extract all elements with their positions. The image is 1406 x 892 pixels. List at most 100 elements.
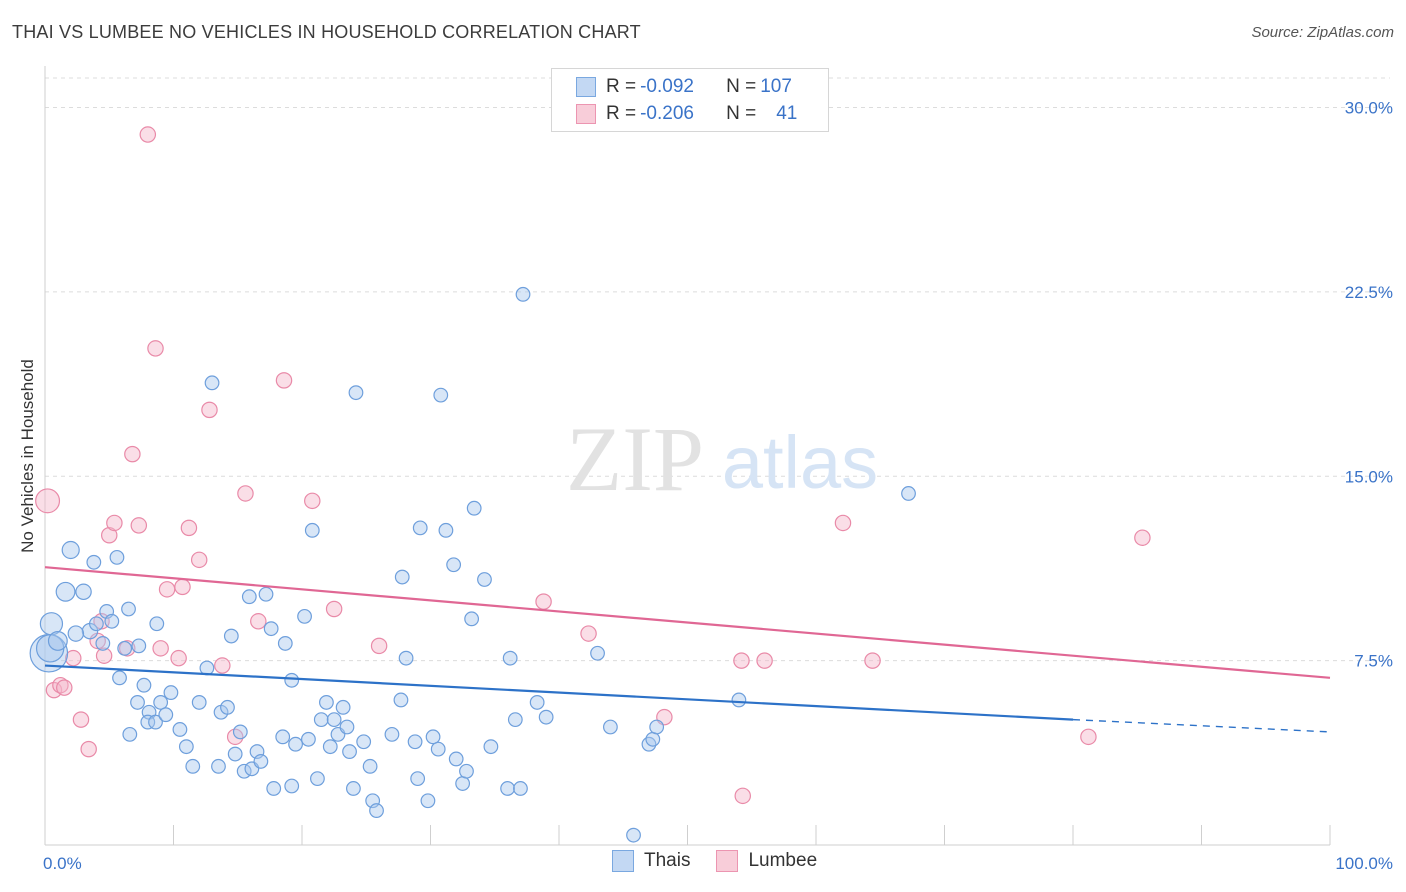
thais-point [603, 719, 618, 735]
x-tick-label: 100.0% [1335, 854, 1393, 873]
legend-item-lumbee: Lumbee [716, 850, 817, 872]
thais-point [322, 739, 338, 755]
legend-r-label: R = [606, 76, 637, 97]
thais-point [258, 586, 274, 602]
thais-point [500, 781, 516, 796]
thais-point [253, 754, 269, 769]
thais-point [626, 827, 641, 843]
thais-point [384, 726, 400, 742]
lumbee-trend-line [44, 566, 1331, 679]
lumbee-point [72, 711, 90, 728]
thais-point [304, 522, 320, 538]
tick-labels: 7.5% 15.0% 22.5% 30.0% 0.0% 100.0% [43, 99, 1393, 874]
thais-point [61, 540, 80, 560]
thais-point [466, 500, 482, 516]
watermark-zip: ZIP [566, 408, 704, 510]
thais-point [223, 628, 239, 644]
thais-point [148, 714, 163, 730]
thais-point [191, 695, 207, 710]
thais-point [227, 746, 243, 762]
lumbee-point [180, 519, 198, 537]
y-tick-label: 7.5% [1354, 652, 1393, 671]
thais-point [266, 781, 282, 796]
legend-r-label: R = [606, 103, 637, 124]
axes [44, 66, 1331, 846]
watermark-atlas: atlas [722, 421, 878, 504]
thais-point [104, 613, 120, 629]
thais-point [86, 554, 102, 570]
thais-point [178, 739, 194, 755]
lumbee-point [1080, 728, 1097, 746]
chart-title: THAI VS LUMBEE NO VEHICLES IN HOUSEHOLD … [12, 22, 641, 42]
thais-point [446, 557, 462, 573]
lumbee-point [130, 517, 148, 534]
thais-point [136, 677, 152, 693]
lumbee-point [56, 679, 73, 696]
legend-swatch-thais [576, 77, 596, 97]
lumbee-point [250, 613, 267, 630]
legend-row-thais: R = -0.092 N = 107 [576, 74, 792, 100]
thais-point [515, 286, 531, 302]
thais-point [455, 776, 471, 791]
thais-point [339, 719, 355, 735]
thais-point [112, 670, 127, 686]
series-legend: Thais Lumbee [612, 850, 843, 872]
thais-point [211, 758, 226, 774]
thais-point [477, 572, 492, 587]
thais-point [438, 522, 454, 538]
thais-point [163, 685, 179, 700]
thais-point [172, 722, 188, 737]
thais-point [326, 712, 342, 728]
thais-point [410, 771, 426, 787]
x-tick-label: 0.0% [43, 854, 82, 873]
thais-point [220, 699, 235, 715]
legend-n-label: N = [726, 103, 757, 124]
lumbee-point [190, 551, 208, 569]
thais-point [153, 695, 169, 710]
legend-swatch-lumbee [716, 850, 739, 872]
thais-point [356, 734, 372, 750]
thais-point [335, 699, 351, 715]
legend-n-value: 41 [776, 103, 798, 124]
trend-lines [44, 566, 1331, 733]
y-tick-label: 22.5% [1345, 283, 1393, 302]
thais-point [310, 771, 325, 787]
grid-lines [45, 77, 1390, 662]
legend-label-thais: Thais [644, 850, 691, 871]
thais-point [319, 695, 334, 710]
thais-point [275, 729, 291, 745]
lumbee-point [152, 640, 169, 657]
y-tick-label: 30.0% [1345, 99, 1393, 118]
thais-point [109, 549, 125, 565]
legend-swatch-lumbee [576, 104, 596, 124]
thais-point [67, 625, 85, 642]
lumbee-point [35, 488, 61, 514]
thais-point [297, 608, 312, 624]
thais-point [513, 781, 528, 796]
lumbee-point [106, 514, 123, 532]
thais-point [88, 616, 104, 632]
legend-row-lumbee: R = -0.206 N = 41 [576, 101, 797, 127]
lumbee-point [158, 581, 176, 598]
lumbee-point [275, 372, 293, 389]
legend-swatch-thais [612, 850, 634, 872]
thais-point [284, 672, 300, 688]
legend-r-value: -0.092 [640, 76, 694, 97]
thais-point [121, 601, 136, 617]
thais-point [362, 758, 378, 774]
thais-point [459, 763, 474, 779]
thais-point [149, 616, 165, 632]
thais-point [75, 583, 92, 601]
thais-point [346, 781, 361, 796]
lumbee-point [80, 740, 97, 758]
thais-point [47, 631, 68, 651]
thais-point [538, 709, 554, 725]
lumbee-point [370, 637, 388, 655]
correlation-legend: R = -0.092 N = 107 R = -0.206 N = 41 [551, 68, 829, 132]
thais-point [407, 734, 423, 750]
thais-point [140, 714, 156, 730]
thais-point [130, 695, 145, 710]
thais-point [398, 650, 414, 666]
thais-point [277, 636, 293, 651]
